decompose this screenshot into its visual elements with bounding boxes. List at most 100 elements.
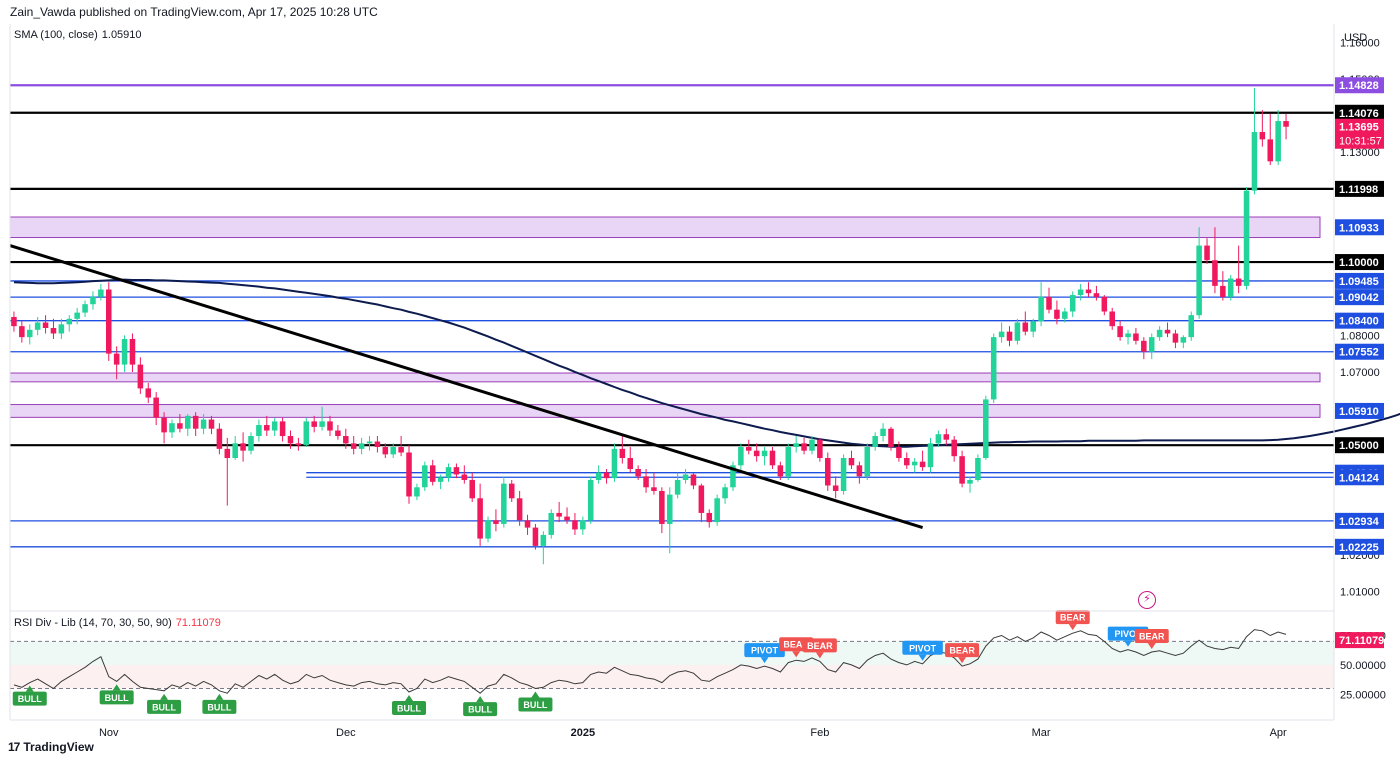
bull-marker	[463, 702, 498, 717]
candle-body	[611, 448, 618, 479]
bull-marker-arrow	[531, 691, 540, 698]
candle-body	[1227, 278, 1234, 297]
candle-body	[785, 447, 792, 477]
candle-body	[659, 490, 665, 524]
currency-label: USD	[1344, 32, 1368, 44]
candle-body	[437, 477, 444, 482]
zone-price-tag-bg	[1335, 219, 1384, 236]
level-price-tag: 1.04124	[1339, 472, 1380, 484]
pivot-marker-label: PIVOT	[1115, 629, 1143, 639]
candle-body	[34, 322, 41, 330]
bear-marker-label: BEAR	[1139, 632, 1165, 642]
candle-body	[216, 428, 223, 449]
candle-body	[627, 458, 634, 469]
current-price-label: 1.13695	[1339, 122, 1379, 134]
candle-body	[1220, 285, 1226, 297]
candle-body	[911, 461, 918, 466]
candle-body	[888, 428, 894, 448]
candle-body	[714, 498, 720, 523]
bear-marker-arrow	[815, 652, 824, 659]
bull-marker	[12, 691, 47, 706]
sma-legend-value: 1.05910	[101, 29, 142, 41]
rsi-pane: 75.0000050.0000025.0000071.11079BULLBULL…	[10, 610, 1386, 717]
rsi-legend: RSI Div - Lib (14, 70, 30, 50, 90) 71.110…	[14, 617, 221, 629]
price-tick-label: 1.13000	[1340, 147, 1380, 159]
bull-marker	[518, 697, 553, 712]
candle-body	[935, 434, 942, 444]
candle-body	[145, 388, 152, 398]
candle-body	[469, 479, 475, 499]
candle-body	[951, 439, 957, 457]
candle-body	[674, 479, 681, 495]
lightning-icon[interactable]: ⚡	[1138, 591, 1156, 609]
candle-body	[422, 465, 428, 488]
bear-marker	[1055, 610, 1090, 625]
bull-marker-arrow	[25, 685, 34, 692]
candle-body	[1030, 321, 1036, 332]
level-price-tag-bg	[1335, 289, 1384, 306]
candle-body	[840, 458, 847, 491]
candle-body	[350, 443, 357, 449]
candle-body	[738, 447, 744, 466]
bull-marker-label: BULL	[523, 700, 547, 710]
rsi-tick-label: 25.00000	[1340, 689, 1386, 701]
rsi-tick-label: 50.00000	[1340, 660, 1386, 672]
candle-body	[746, 447, 752, 451]
level-price-tag: 1.08400	[1339, 316, 1379, 328]
level-price-tag-bg	[1335, 512, 1384, 529]
sma-legend-label: SMA (100, close)	[14, 29, 98, 41]
bull-marker	[99, 690, 134, 705]
candle-body	[1014, 322, 1021, 341]
candle-body	[1204, 245, 1210, 261]
candle-body	[825, 458, 831, 486]
candle-body	[287, 436, 294, 444]
candle-body	[1259, 132, 1266, 140]
bull-marker	[202, 699, 237, 714]
candle-body	[66, 318, 73, 325]
candle-body	[177, 423, 183, 429]
candle-body	[983, 399, 989, 459]
level-price-tag-bg	[1335, 343, 1384, 360]
time-tick-label: Mar	[1032, 727, 1051, 739]
pivot-marker-arrow	[1124, 640, 1133, 647]
level-price-tag: 1.09042	[1339, 292, 1379, 304]
candle-body	[856, 465, 863, 477]
candle-body	[1267, 139, 1274, 162]
candle-body	[161, 417, 167, 433]
candle-body	[232, 443, 238, 459]
rsi-last-label: 71.11079	[1339, 635, 1384, 647]
rsi-line	[13, 629, 1287, 694]
candle-body	[643, 476, 649, 488]
rsi-legend-value: 71.11079	[175, 617, 221, 629]
candle-body	[919, 461, 926, 468]
candle-body	[651, 487, 657, 491]
candle-body	[390, 447, 396, 455]
candle-body	[896, 447, 902, 459]
downtrend-line	[9, 244, 924, 530]
candle-body	[753, 450, 760, 457]
horizontal-levels	[10, 84, 1334, 548]
candle-body	[832, 485, 839, 491]
candle-body	[319, 421, 325, 427]
candle-body	[848, 458, 855, 466]
bear-marker-label: BEAR	[1060, 613, 1086, 623]
candle-body	[264, 425, 270, 431]
supply-demand-zones	[9, 216, 1321, 418]
candle-body	[19, 326, 25, 338]
candle-body	[1251, 132, 1258, 191]
bear-marker	[1134, 629, 1169, 643]
zone-rect	[9, 404, 1321, 418]
time-tick-label: 2025	[571, 727, 595, 739]
candle-body	[1180, 337, 1187, 343]
pivot-marker-label: PIVOT	[909, 643, 937, 653]
candle-body	[904, 458, 910, 466]
pivot-marker-arrow	[760, 657, 769, 664]
bear-marker-label: BEAR	[783, 640, 809, 650]
candle-body	[548, 512, 554, 535]
sma-legend: SMA (100, close) 1.05910	[14, 29, 142, 41]
candle-body	[690, 474, 697, 486]
bull-marker-arrow	[405, 695, 414, 701]
pivot-marker	[744, 643, 785, 658]
candle-body	[1038, 296, 1044, 322]
